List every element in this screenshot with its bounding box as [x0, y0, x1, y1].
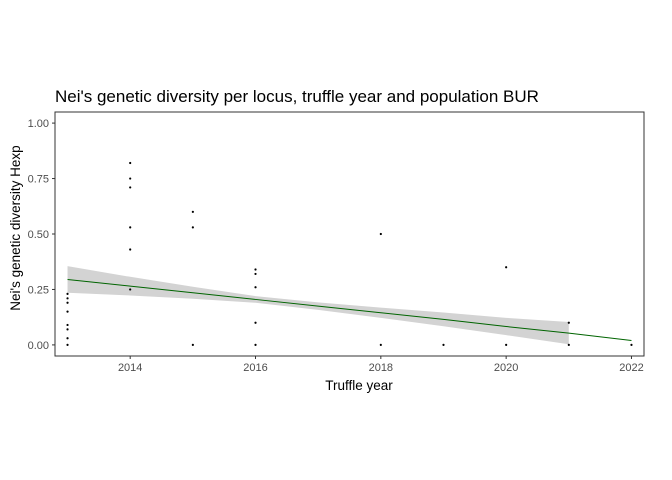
- data-point: [66, 292, 69, 295]
- y-tick-label: 0.25: [28, 284, 49, 296]
- data-point: [66, 343, 69, 347]
- y-tick-label: 0.00: [28, 340, 49, 352]
- y-tick-label: 0.50: [28, 229, 49, 241]
- x-axis: 2014 2016 2018 2020 2022: [118, 356, 644, 374]
- data-point: [66, 301, 69, 304]
- plot-panel: [54, 111, 645, 357]
- data-point: [66, 297, 69, 300]
- data-point: [66, 323, 69, 327]
- x-tick-label: 2020: [494, 362, 518, 374]
- chart-title: Nei's genetic diversity per locus, truff…: [55, 87, 539, 106]
- data-point: [254, 343, 257, 347]
- data-point: [129, 177, 132, 180]
- y-axis: 0.00 0.25 0.50 0.75 1.00: [28, 118, 55, 352]
- x-tick-label: 2016: [243, 362, 267, 374]
- data-point: [191, 226, 194, 229]
- data-point: [630, 343, 633, 347]
- data-point: [505, 266, 508, 269]
- confidence-band: [67, 266, 569, 345]
- trend-line: [67, 278, 632, 341]
- data-point: [191, 343, 194, 347]
- data-point: [191, 210, 194, 213]
- data-point: [567, 321, 570, 324]
- x-tick-label: 2022: [619, 362, 643, 374]
- data-point: [129, 186, 132, 189]
- data-point: [442, 343, 445, 347]
- data-point: [379, 343, 382, 347]
- panel-border: [54, 111, 645, 357]
- data-point: [254, 272, 257, 276]
- data-point: [379, 232, 382, 236]
- data-point: [129, 248, 132, 251]
- data-point: [66, 328, 69, 331]
- data-point: [66, 337, 69, 340]
- data-point: [254, 286, 257, 289]
- data-point: [129, 288, 132, 291]
- y-axis-title: Nei's genetic diversity Hexp: [8, 145, 23, 310]
- x-axis-title: Truffle year: [325, 378, 393, 393]
- x-tick-label: 2018: [369, 362, 393, 374]
- data-point: [129, 226, 132, 229]
- y-tick-label: 0.75: [28, 174, 49, 186]
- data-point: [567, 343, 570, 347]
- data-point: [129, 161, 132, 165]
- data-point: [505, 343, 508, 347]
- data-point: [254, 321, 257, 324]
- y-tick-label: 1.00: [28, 118, 49, 130]
- data-point: [254, 268, 257, 271]
- data-point: [66, 310, 69, 313]
- x-tick-label: 2014: [118, 362, 142, 374]
